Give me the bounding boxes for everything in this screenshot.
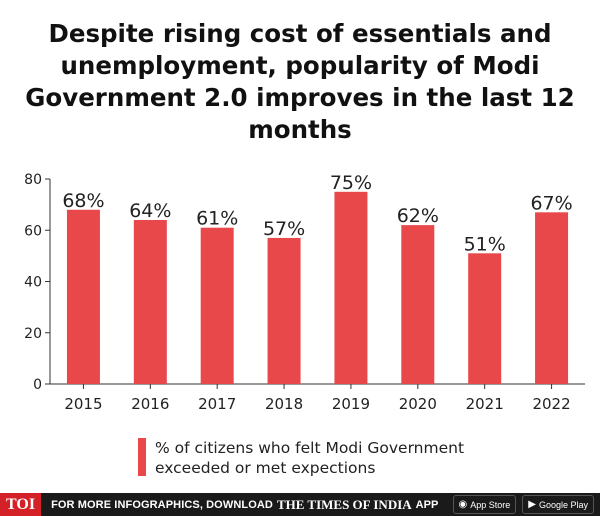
bar-2018 (267, 237, 301, 384)
data-label-2019: 75% (330, 172, 372, 194)
data-label-2015: 68% (62, 190, 104, 212)
app-store-button[interactable]: ◉ App Store (452, 495, 517, 514)
google-play-button[interactable]: ▶ Google Play (522, 495, 594, 514)
x-tick-label-2021: 2021 (466, 395, 504, 413)
y-tick-label: 40 (24, 275, 42, 291)
chart-title: Despite rising cost of essentials and un… (25, 19, 575, 144)
footer-banner: TOI FOR MORE INFOGRAPHICS, DOWNLOAD THE … (0, 493, 600, 516)
data-label-2021: 51% (464, 233, 506, 255)
legend-label: % of citizens who felt Modi Government e… (155, 439, 465, 477)
footer-app-word: APP (415, 498, 439, 511)
bar-2021 (468, 253, 502, 384)
play-icon: ▶ (528, 499, 536, 510)
data-label-2022: 67% (530, 192, 572, 214)
bar-2015 (66, 209, 100, 384)
y-tick-label: 60 (24, 223, 42, 239)
footer-brand: THE TIMES OF INDIA (276, 496, 412, 512)
legend-swatch (138, 438, 146, 476)
bar-2022 (535, 212, 569, 384)
data-label-2018: 57% (263, 218, 305, 240)
app-store-label: App Store (470, 499, 511, 510)
bar-chart: 0 20 40 60 80 68% 2015 64% 2016 61% 2017 57% 2018 75%… (24, 172, 585, 413)
y-tick-label: 20 (24, 326, 42, 342)
y-tick-label: 0 (33, 377, 42, 393)
x-tick-label-2022: 2022 (532, 395, 570, 413)
google-play-label: Google Play (538, 499, 588, 510)
toi-logo: TOI (0, 493, 42, 516)
x-tick-label-2020: 2020 (399, 395, 437, 413)
footer-cta: FOR MORE INFOGRAPHICS, DOWNLOAD (51, 498, 273, 511)
bar-2020 (401, 225, 435, 384)
bar-2016 (133, 220, 167, 384)
data-label-2017: 61% (196, 208, 238, 230)
bar-2019 (334, 191, 368, 384)
y-tick-label: 80 (24, 172, 42, 188)
data-label-2016: 64% (129, 200, 171, 222)
x-tick-label-2017: 2017 (198, 395, 236, 413)
x-tick-label-2018: 2018 (265, 395, 303, 413)
data-label-2020: 62% (397, 205, 439, 227)
x-tick-label-2016: 2016 (131, 395, 169, 413)
x-tick-label-2015: 2015 (64, 395, 102, 413)
bar-2017 (200, 227, 234, 384)
apple-icon: ◉ (458, 499, 468, 510)
legend: % of citizens who felt Modi Government e… (138, 438, 525, 478)
x-tick-label-2019: 2019 (332, 395, 370, 413)
